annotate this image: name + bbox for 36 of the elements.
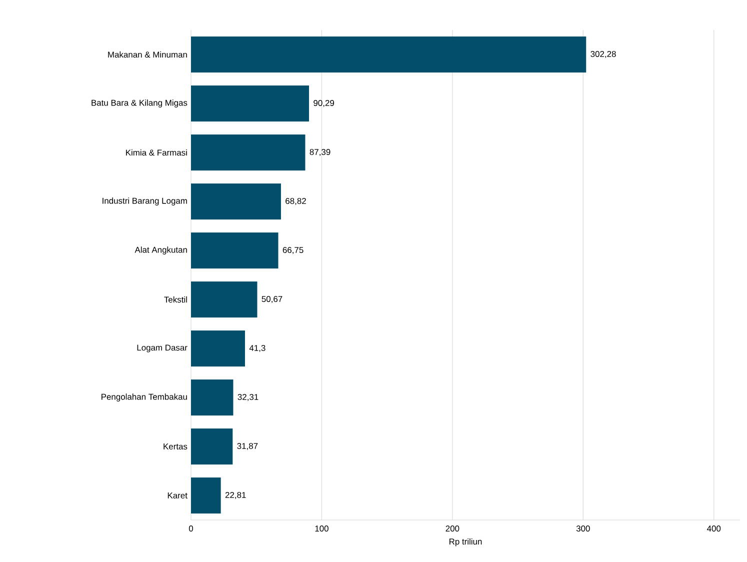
y-tick-label: Logam Dasar (137, 344, 188, 352)
y-tick-label: Tekstil (164, 296, 187, 303)
data-label: 32,31 (238, 394, 258, 401)
x-tick-label: 300 (576, 526, 590, 532)
x-tick-label: 0 (188, 526, 194, 532)
y-tick-label: Makanan & Minuman (108, 51, 187, 58)
bar (191, 134, 306, 170)
y-tick-label: Alat Angkutan (134, 246, 187, 254)
data-label: 302,28 (590, 51, 616, 58)
bar (191, 232, 278, 269)
data-label: 90,29 (314, 100, 334, 107)
y-tick-label: Industri Barang Logam (102, 198, 187, 206)
y-tick-label: Batu Bara & Kilang Migas (92, 100, 188, 108)
data-label: 50,67 (262, 296, 282, 303)
y-tick-label: Kimia & Farmasi (126, 149, 187, 156)
data-label: 68,82 (286, 198, 306, 205)
x-tick-label: 100 (315, 526, 328, 532)
x-tick-label: 400 (706, 526, 721, 532)
bar (191, 330, 245, 367)
bar (191, 36, 586, 72)
bar (191, 282, 258, 318)
y-tick-label: Pengolahan Tembakau (102, 394, 187, 402)
bar (191, 428, 233, 465)
x-tick-label: 200 (446, 526, 460, 532)
bar (191, 86, 310, 122)
data-label: 22,81 (225, 492, 246, 499)
y-tick-label: Kertas (164, 444, 188, 450)
data-label: 66,75 (282, 247, 304, 254)
data-label: 87,39 (310, 149, 330, 156)
data-label: 31,87 (237, 443, 258, 450)
x-axis-title: Rp triliun (449, 538, 482, 546)
bar (191, 184, 281, 220)
data-label: 41,3 (249, 345, 266, 352)
bar (191, 380, 234, 416)
bar (191, 478, 221, 514)
y-tick-label: Karet (168, 492, 188, 498)
